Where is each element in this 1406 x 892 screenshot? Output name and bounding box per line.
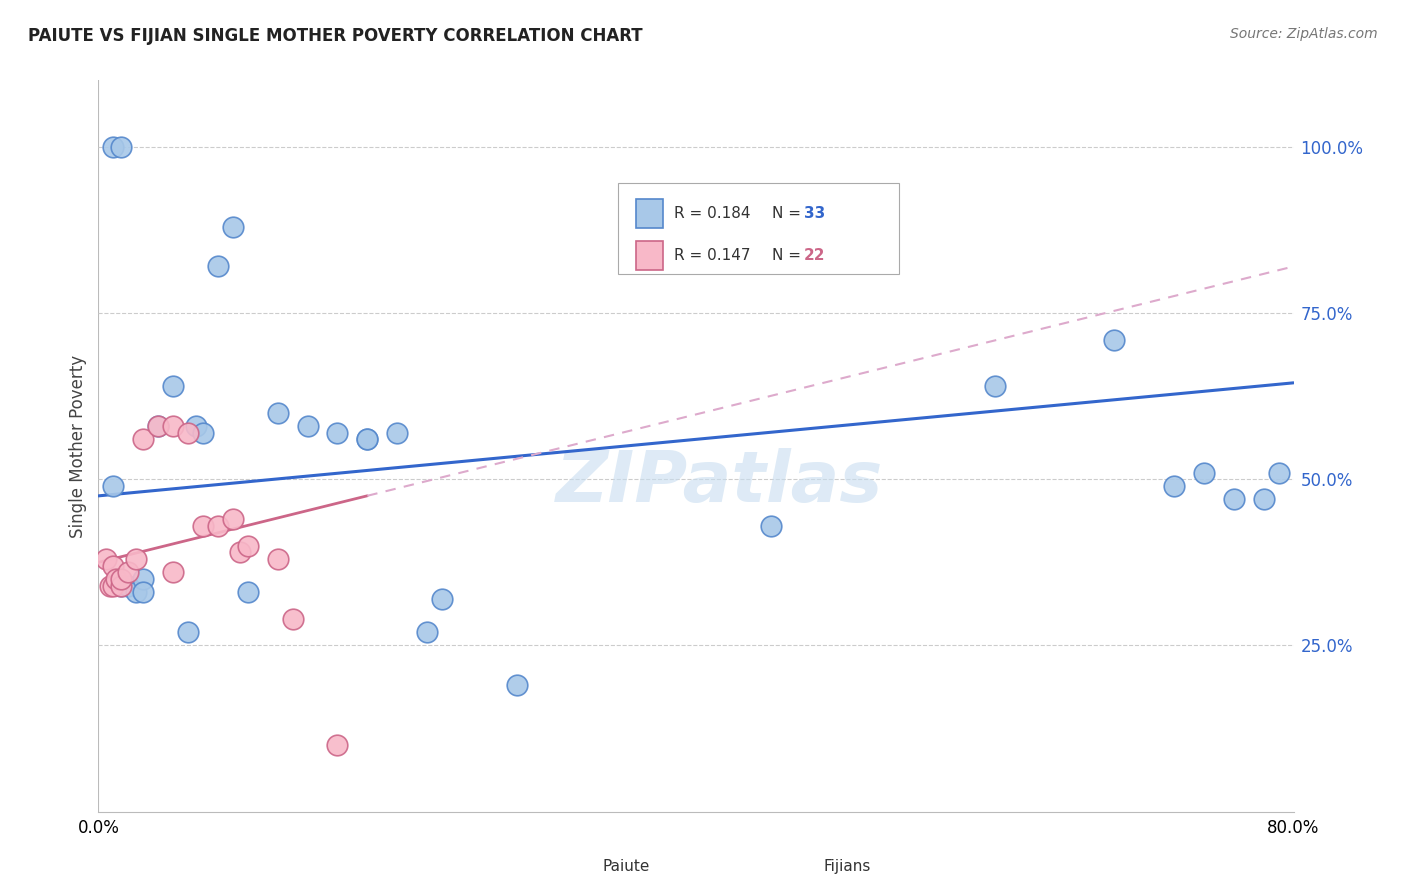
Point [326, 425, 349, 440]
Point [1104, 333, 1126, 347]
Point [1223, 492, 1246, 507]
Point [1192, 466, 1215, 480]
Point [430, 591, 453, 606]
Point [281, 612, 304, 626]
Point [117, 566, 139, 580]
Point [148, 419, 170, 434]
Point [326, 738, 349, 752]
Point [1163, 479, 1185, 493]
Text: N =: N = [772, 248, 806, 263]
Point [267, 552, 290, 566]
Point [132, 585, 155, 599]
Text: PAIUTE VS FIJIAN SINGLE MOTHER POVERTY CORRELATION CHART: PAIUTE VS FIJIAN SINGLE MOTHER POVERTY C… [28, 27, 643, 45]
Point [207, 260, 229, 274]
Point [110, 579, 132, 593]
Text: R = 0.184: R = 0.184 [675, 206, 751, 220]
Point [117, 579, 139, 593]
Point [191, 425, 214, 440]
Point [356, 433, 378, 447]
Point [125, 552, 148, 566]
Point [229, 545, 252, 559]
Point [236, 585, 259, 599]
Point [184, 419, 207, 434]
Text: Source: ZipAtlas.com: Source: ZipAtlas.com [1230, 27, 1378, 41]
Point [162, 419, 184, 434]
Point [94, 552, 117, 566]
Point [105, 572, 128, 586]
Point [356, 433, 378, 447]
Point [385, 425, 409, 440]
Point [103, 479, 125, 493]
Text: 33: 33 [804, 206, 825, 220]
Point [984, 379, 1007, 393]
Point [162, 379, 184, 393]
FancyBboxPatch shape [558, 850, 588, 883]
Point [110, 140, 132, 154]
Point [103, 558, 125, 573]
Point [110, 572, 132, 586]
Point [103, 140, 125, 154]
Point [759, 518, 782, 533]
Point [1253, 492, 1275, 507]
Text: ZIPatlas: ZIPatlas [557, 448, 883, 517]
Text: Fijians: Fijians [824, 859, 872, 874]
Point [416, 625, 439, 640]
FancyBboxPatch shape [779, 850, 810, 883]
Point [132, 572, 155, 586]
Point [297, 419, 319, 434]
Point [1267, 466, 1289, 480]
Point [162, 566, 184, 580]
FancyBboxPatch shape [637, 241, 662, 270]
Point [132, 433, 155, 447]
Point [110, 579, 132, 593]
Point [148, 419, 170, 434]
Text: 22: 22 [804, 248, 825, 263]
Y-axis label: Single Mother Poverty: Single Mother Poverty [69, 354, 87, 538]
Point [103, 579, 125, 593]
FancyBboxPatch shape [637, 199, 662, 227]
Text: N =: N = [772, 206, 806, 220]
Point [267, 406, 290, 420]
Point [125, 585, 148, 599]
Point [177, 625, 200, 640]
Point [207, 518, 229, 533]
Point [191, 518, 214, 533]
FancyBboxPatch shape [619, 183, 900, 274]
Point [236, 539, 259, 553]
Text: R = 0.147: R = 0.147 [675, 248, 751, 263]
Point [100, 579, 122, 593]
Point [222, 219, 245, 234]
Point [506, 678, 529, 692]
Text: Paiute: Paiute [603, 859, 650, 874]
Point [177, 425, 200, 440]
Point [222, 512, 245, 526]
